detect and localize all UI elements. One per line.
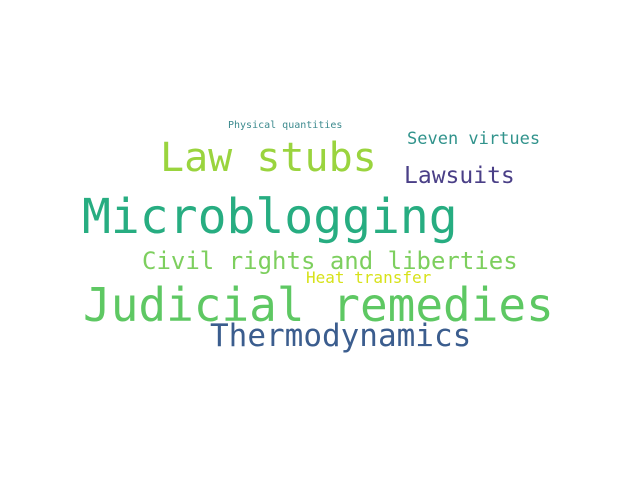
word-heat-transfer: Heat transfer [306, 268, 432, 287]
word-physical-quantities: Physical quantities [228, 120, 343, 131]
word-civil-rights-and-liberties: Civil rights and liberties [142, 247, 518, 275]
word-lawsuits: Lawsuits [404, 163, 515, 189]
word-law-stubs: Law stubs [160, 135, 377, 181]
word-microblogging: Microblogging [82, 189, 458, 245]
word-seven-virtues: Seven virtues [407, 129, 541, 149]
word-thermodynamics: Thermodynamics [210, 318, 472, 354]
word-judicial-remedies: Judicial remedies [83, 278, 554, 332]
